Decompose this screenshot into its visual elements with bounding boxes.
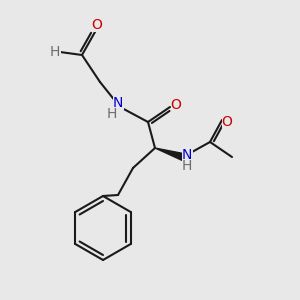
Text: H: H <box>50 45 60 59</box>
Text: N: N <box>113 96 123 110</box>
Polygon shape <box>155 148 184 160</box>
Bar <box>182 160 193 172</box>
Text: N: N <box>182 148 192 162</box>
Bar <box>106 107 118 121</box>
Text: H: H <box>182 159 192 173</box>
Bar <box>221 116 233 128</box>
Text: H: H <box>107 107 117 121</box>
Text: O: O <box>222 115 232 129</box>
Bar <box>112 97 124 110</box>
Bar <box>50 46 61 59</box>
Bar <box>92 19 103 32</box>
Bar <box>182 148 193 161</box>
Bar <box>170 98 182 112</box>
Text: O: O <box>92 18 102 32</box>
Text: O: O <box>171 98 182 112</box>
